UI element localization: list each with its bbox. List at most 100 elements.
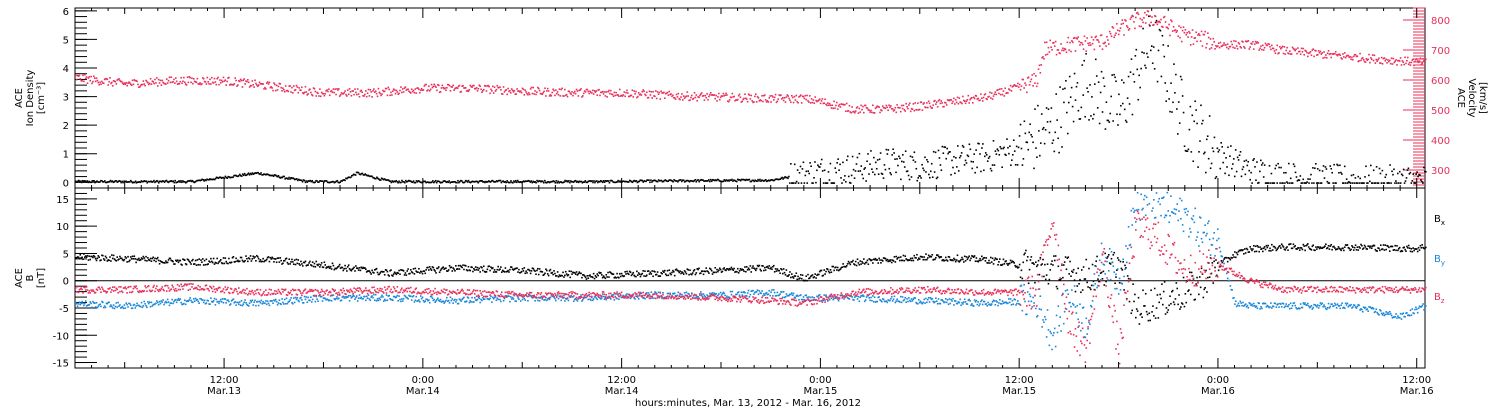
data-point	[98, 303, 101, 306]
data-point	[848, 181, 851, 184]
data-point	[369, 299, 372, 302]
data-point	[799, 95, 801, 98]
data-point	[1016, 265, 1018, 268]
data-point	[596, 94, 599, 96]
data-point	[274, 174, 277, 176]
data-point	[767, 101, 770, 103]
data-point	[444, 87, 446, 89]
data-point	[292, 177, 294, 179]
data-point	[1139, 86, 1141, 89]
data-point	[607, 180, 610, 182]
data-point	[89, 258, 92, 261]
data-point	[102, 82, 105, 85]
data-point	[1375, 58, 1378, 61]
data-point	[451, 270, 454, 272]
data-point	[250, 260, 253, 262]
data-point	[314, 300, 317, 303]
data-point	[361, 267, 363, 270]
data-point	[1195, 283, 1197, 285]
data-point	[302, 92, 305, 95]
data-point	[908, 178, 911, 181]
data-point	[419, 91, 421, 94]
data-point	[1189, 271, 1191, 274]
data-point	[787, 177, 789, 180]
data-point	[614, 94, 617, 97]
data-point	[1121, 79, 1123, 81]
data-point	[420, 181, 423, 184]
data-point	[543, 179, 546, 182]
data-point	[1310, 173, 1312, 176]
data-point	[756, 180, 758, 183]
data-point	[1291, 46, 1294, 49]
data-point	[95, 301, 98, 304]
data-point	[800, 182, 803, 184]
data-point	[1242, 41, 1244, 43]
data-point	[1298, 179, 1301, 182]
data-point	[776, 268, 779, 270]
data-point	[979, 153, 981, 155]
data-point	[334, 181, 337, 183]
data-point	[852, 259, 854, 262]
data-point	[1206, 291, 1208, 293]
data-point	[1323, 177, 1326, 179]
data-point	[446, 180, 449, 183]
data-point	[76, 74, 79, 77]
data-point	[620, 94, 623, 97]
data-point	[136, 80, 138, 83]
data-point	[901, 259, 904, 262]
data-point	[320, 295, 323, 298]
data-point	[1344, 182, 1347, 184]
data-point	[862, 262, 864, 264]
data-point	[342, 295, 345, 298]
data-point	[413, 181, 416, 184]
data-point	[850, 261, 853, 263]
data-point	[1318, 247, 1321, 250]
data-point	[964, 159, 967, 162]
data-point	[556, 181, 559, 184]
data-point	[1403, 182, 1406, 184]
data-point	[201, 299, 204, 301]
data-point	[690, 180, 693, 182]
data-point	[1422, 246, 1424, 249]
data-point	[317, 181, 319, 183]
data-point	[394, 92, 397, 95]
data-point	[825, 103, 827, 106]
data-point	[397, 272, 400, 275]
data-point	[112, 304, 115, 306]
data-point	[1380, 248, 1383, 251]
data-point	[1382, 182, 1385, 184]
data-point	[407, 179, 410, 182]
data-point	[809, 162, 811, 164]
data-point	[536, 269, 538, 272]
data-point	[647, 270, 650, 272]
data-point	[555, 180, 558, 182]
data-point	[431, 181, 433, 183]
data-point	[1000, 87, 1003, 90]
data-point	[1244, 252, 1247, 254]
data-point	[926, 257, 929, 259]
data-point	[532, 180, 534, 183]
data-point	[1325, 56, 1328, 59]
data-point	[662, 92, 664, 94]
data-point	[166, 298, 169, 301]
data-point	[948, 151, 950, 153]
data-point	[323, 261, 326, 264]
data-point	[946, 99, 949, 101]
data-point	[894, 261, 897, 263]
data-point	[545, 181, 548, 184]
data-point	[910, 176, 913, 178]
data-point	[1069, 260, 1071, 263]
data-point	[631, 273, 634, 276]
data-point	[692, 270, 695, 272]
data-point	[1387, 59, 1389, 61]
data-point	[342, 93, 345, 95]
data-point	[1363, 182, 1365, 184]
data-point	[198, 179, 201, 182]
data-point	[673, 97, 676, 99]
data-point	[359, 269, 362, 272]
data-point	[244, 174, 247, 177]
data-point	[539, 180, 541, 182]
data-point	[613, 277, 616, 279]
data-point	[1408, 61, 1411, 64]
data-point	[642, 89, 644, 91]
